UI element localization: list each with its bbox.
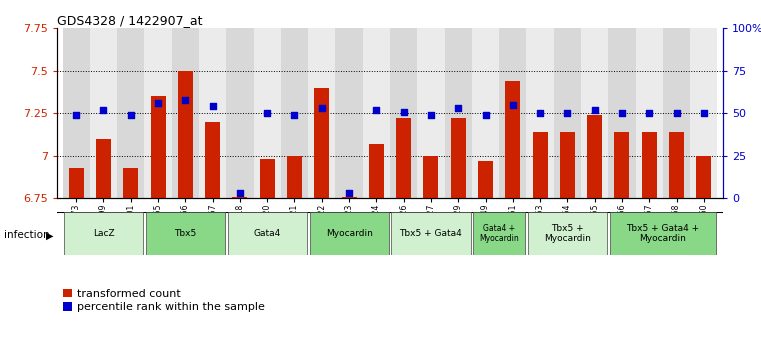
Bar xyxy=(444,28,472,198)
Bar xyxy=(178,71,193,198)
Bar xyxy=(505,81,521,198)
Bar xyxy=(663,28,690,198)
Point xyxy=(206,104,218,109)
Bar xyxy=(451,118,466,198)
Bar xyxy=(581,28,608,198)
Point xyxy=(670,110,683,116)
Bar xyxy=(314,88,330,198)
Bar xyxy=(528,212,607,255)
Point xyxy=(288,112,301,118)
Text: LacZ: LacZ xyxy=(93,229,114,238)
Bar xyxy=(560,132,575,198)
Bar xyxy=(669,132,684,198)
Text: Tbx5: Tbx5 xyxy=(174,229,196,238)
Text: Tbx5 + Gata4 +
Myocardin: Tbx5 + Gata4 + Myocardin xyxy=(626,224,699,243)
Bar xyxy=(527,28,554,198)
Bar xyxy=(260,159,275,198)
Bar xyxy=(363,28,390,198)
Point xyxy=(261,110,273,116)
Point xyxy=(97,107,110,113)
Text: ▶: ▶ xyxy=(46,230,53,240)
Point xyxy=(425,112,437,118)
Bar xyxy=(205,122,220,198)
Point xyxy=(316,105,328,111)
Bar xyxy=(478,161,493,198)
Text: Gata4 +
Myocardin: Gata4 + Myocardin xyxy=(479,224,519,243)
Point xyxy=(70,112,82,118)
Bar xyxy=(473,212,525,255)
Bar xyxy=(64,212,143,255)
Bar xyxy=(253,28,281,198)
Bar xyxy=(587,115,602,198)
Bar xyxy=(90,28,117,198)
Text: GDS4328 / 1422907_at: GDS4328 / 1422907_at xyxy=(57,14,202,27)
Text: infection: infection xyxy=(4,230,49,240)
Bar xyxy=(499,28,527,198)
Bar xyxy=(310,212,389,255)
Point xyxy=(588,107,600,113)
Bar xyxy=(336,28,363,198)
Point xyxy=(397,109,409,114)
Bar xyxy=(423,156,438,198)
Point xyxy=(152,100,164,106)
Legend: transformed count, percentile rank within the sample: transformed count, percentile rank withi… xyxy=(62,289,265,312)
Bar xyxy=(472,28,499,198)
Text: Tbx5 + Gata4: Tbx5 + Gata4 xyxy=(400,229,463,238)
Point xyxy=(180,97,192,103)
Bar xyxy=(635,28,663,198)
Bar xyxy=(696,156,712,198)
Point xyxy=(343,190,355,196)
Bar xyxy=(690,28,718,198)
Bar xyxy=(146,212,225,255)
Bar xyxy=(554,28,581,198)
Point xyxy=(507,102,519,108)
Bar xyxy=(533,132,548,198)
Bar xyxy=(145,28,172,198)
Point xyxy=(534,110,546,116)
Point xyxy=(562,110,574,116)
Bar xyxy=(281,28,308,198)
Point xyxy=(371,107,383,113)
Bar xyxy=(228,212,307,255)
Bar xyxy=(642,132,657,198)
Bar xyxy=(308,28,336,198)
Point xyxy=(125,112,137,118)
Bar xyxy=(390,28,417,198)
Point xyxy=(452,105,464,111)
Point xyxy=(643,110,655,116)
Bar xyxy=(396,118,411,198)
Bar xyxy=(199,28,226,198)
Bar xyxy=(610,212,716,255)
Bar xyxy=(417,28,444,198)
Text: Gata4: Gata4 xyxy=(253,229,281,238)
Bar xyxy=(369,144,384,198)
Bar xyxy=(62,28,90,198)
Bar xyxy=(232,196,247,198)
Bar xyxy=(614,132,629,198)
Text: Myocardin: Myocardin xyxy=(326,229,373,238)
Bar xyxy=(151,96,166,198)
Point xyxy=(616,110,628,116)
Bar xyxy=(608,28,635,198)
Bar xyxy=(391,212,470,255)
Bar xyxy=(96,139,111,198)
Bar xyxy=(68,168,84,198)
Bar xyxy=(287,156,302,198)
Bar xyxy=(123,168,139,198)
Bar xyxy=(172,28,199,198)
Point xyxy=(479,112,492,118)
Point xyxy=(234,190,246,196)
Bar xyxy=(117,28,145,198)
Point xyxy=(698,110,710,116)
Bar xyxy=(226,28,253,198)
Bar xyxy=(342,196,357,198)
Text: Tbx5 +
Myocardin: Tbx5 + Myocardin xyxy=(544,224,591,243)
